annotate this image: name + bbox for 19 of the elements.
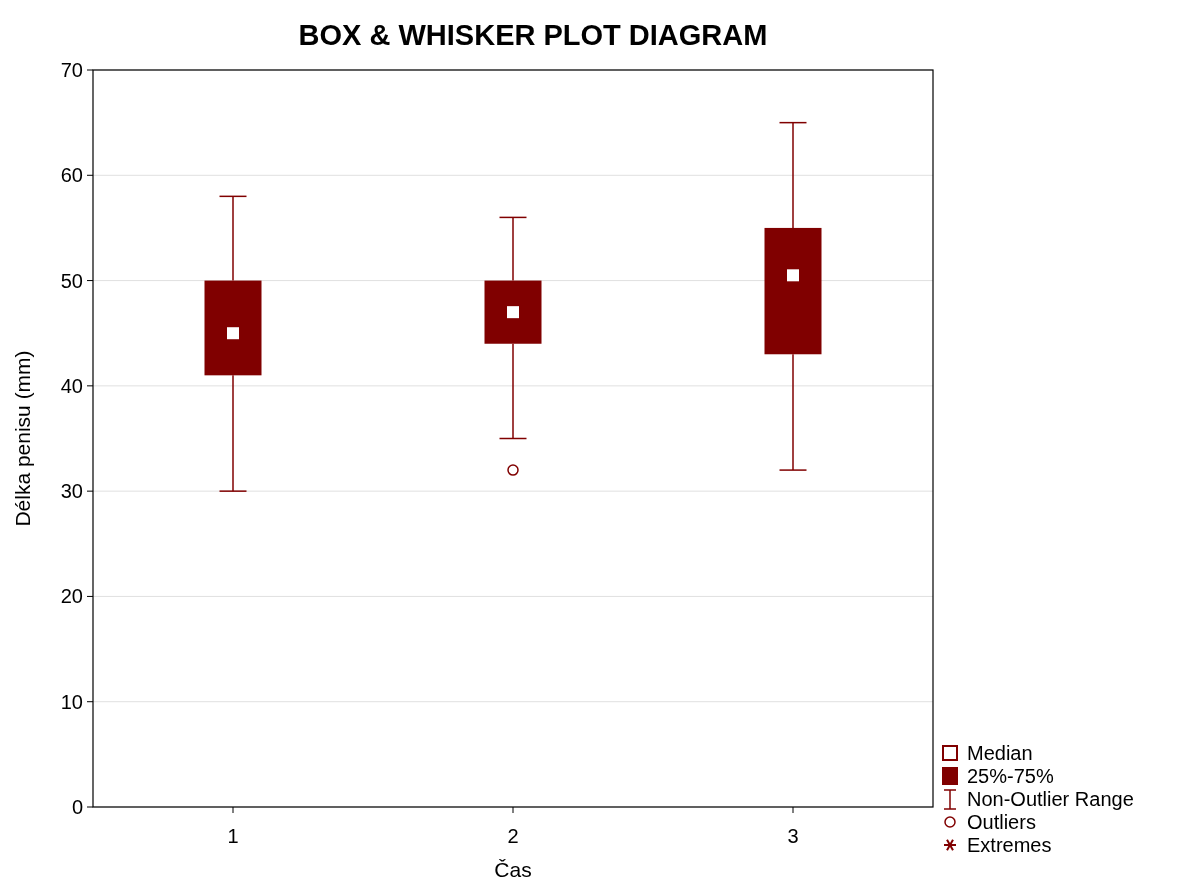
text: Non-Outlier Range xyxy=(967,788,1134,810)
x-tick-label: 1 xyxy=(227,825,239,847)
y-tick-label: 30 xyxy=(60,480,83,503)
chart-title: BOX & WHISKER PLOT DIAGRAM xyxy=(298,19,768,51)
x-axis-title: Čas xyxy=(494,858,532,881)
y-tick-label: 40 xyxy=(60,374,83,397)
y-tick-label: 60 xyxy=(60,164,83,187)
y-tick-label: 10 xyxy=(60,690,83,713)
x-tick-label: 3 xyxy=(787,825,799,847)
text: 25%-75% xyxy=(967,765,1054,787)
text: Outliers xyxy=(967,811,1036,833)
y-tick-label: 70 xyxy=(60,59,83,81)
y-axis-title: Délka penisu (mm) xyxy=(11,350,34,527)
y-tick-label: 0 xyxy=(71,796,83,818)
text: Extremes xyxy=(967,834,1052,856)
x-tick-label: 2 xyxy=(507,825,519,847)
text: Median xyxy=(967,742,1033,764)
y-tick-label: 50 xyxy=(60,269,83,292)
y-tick-label: 20 xyxy=(60,585,83,608)
